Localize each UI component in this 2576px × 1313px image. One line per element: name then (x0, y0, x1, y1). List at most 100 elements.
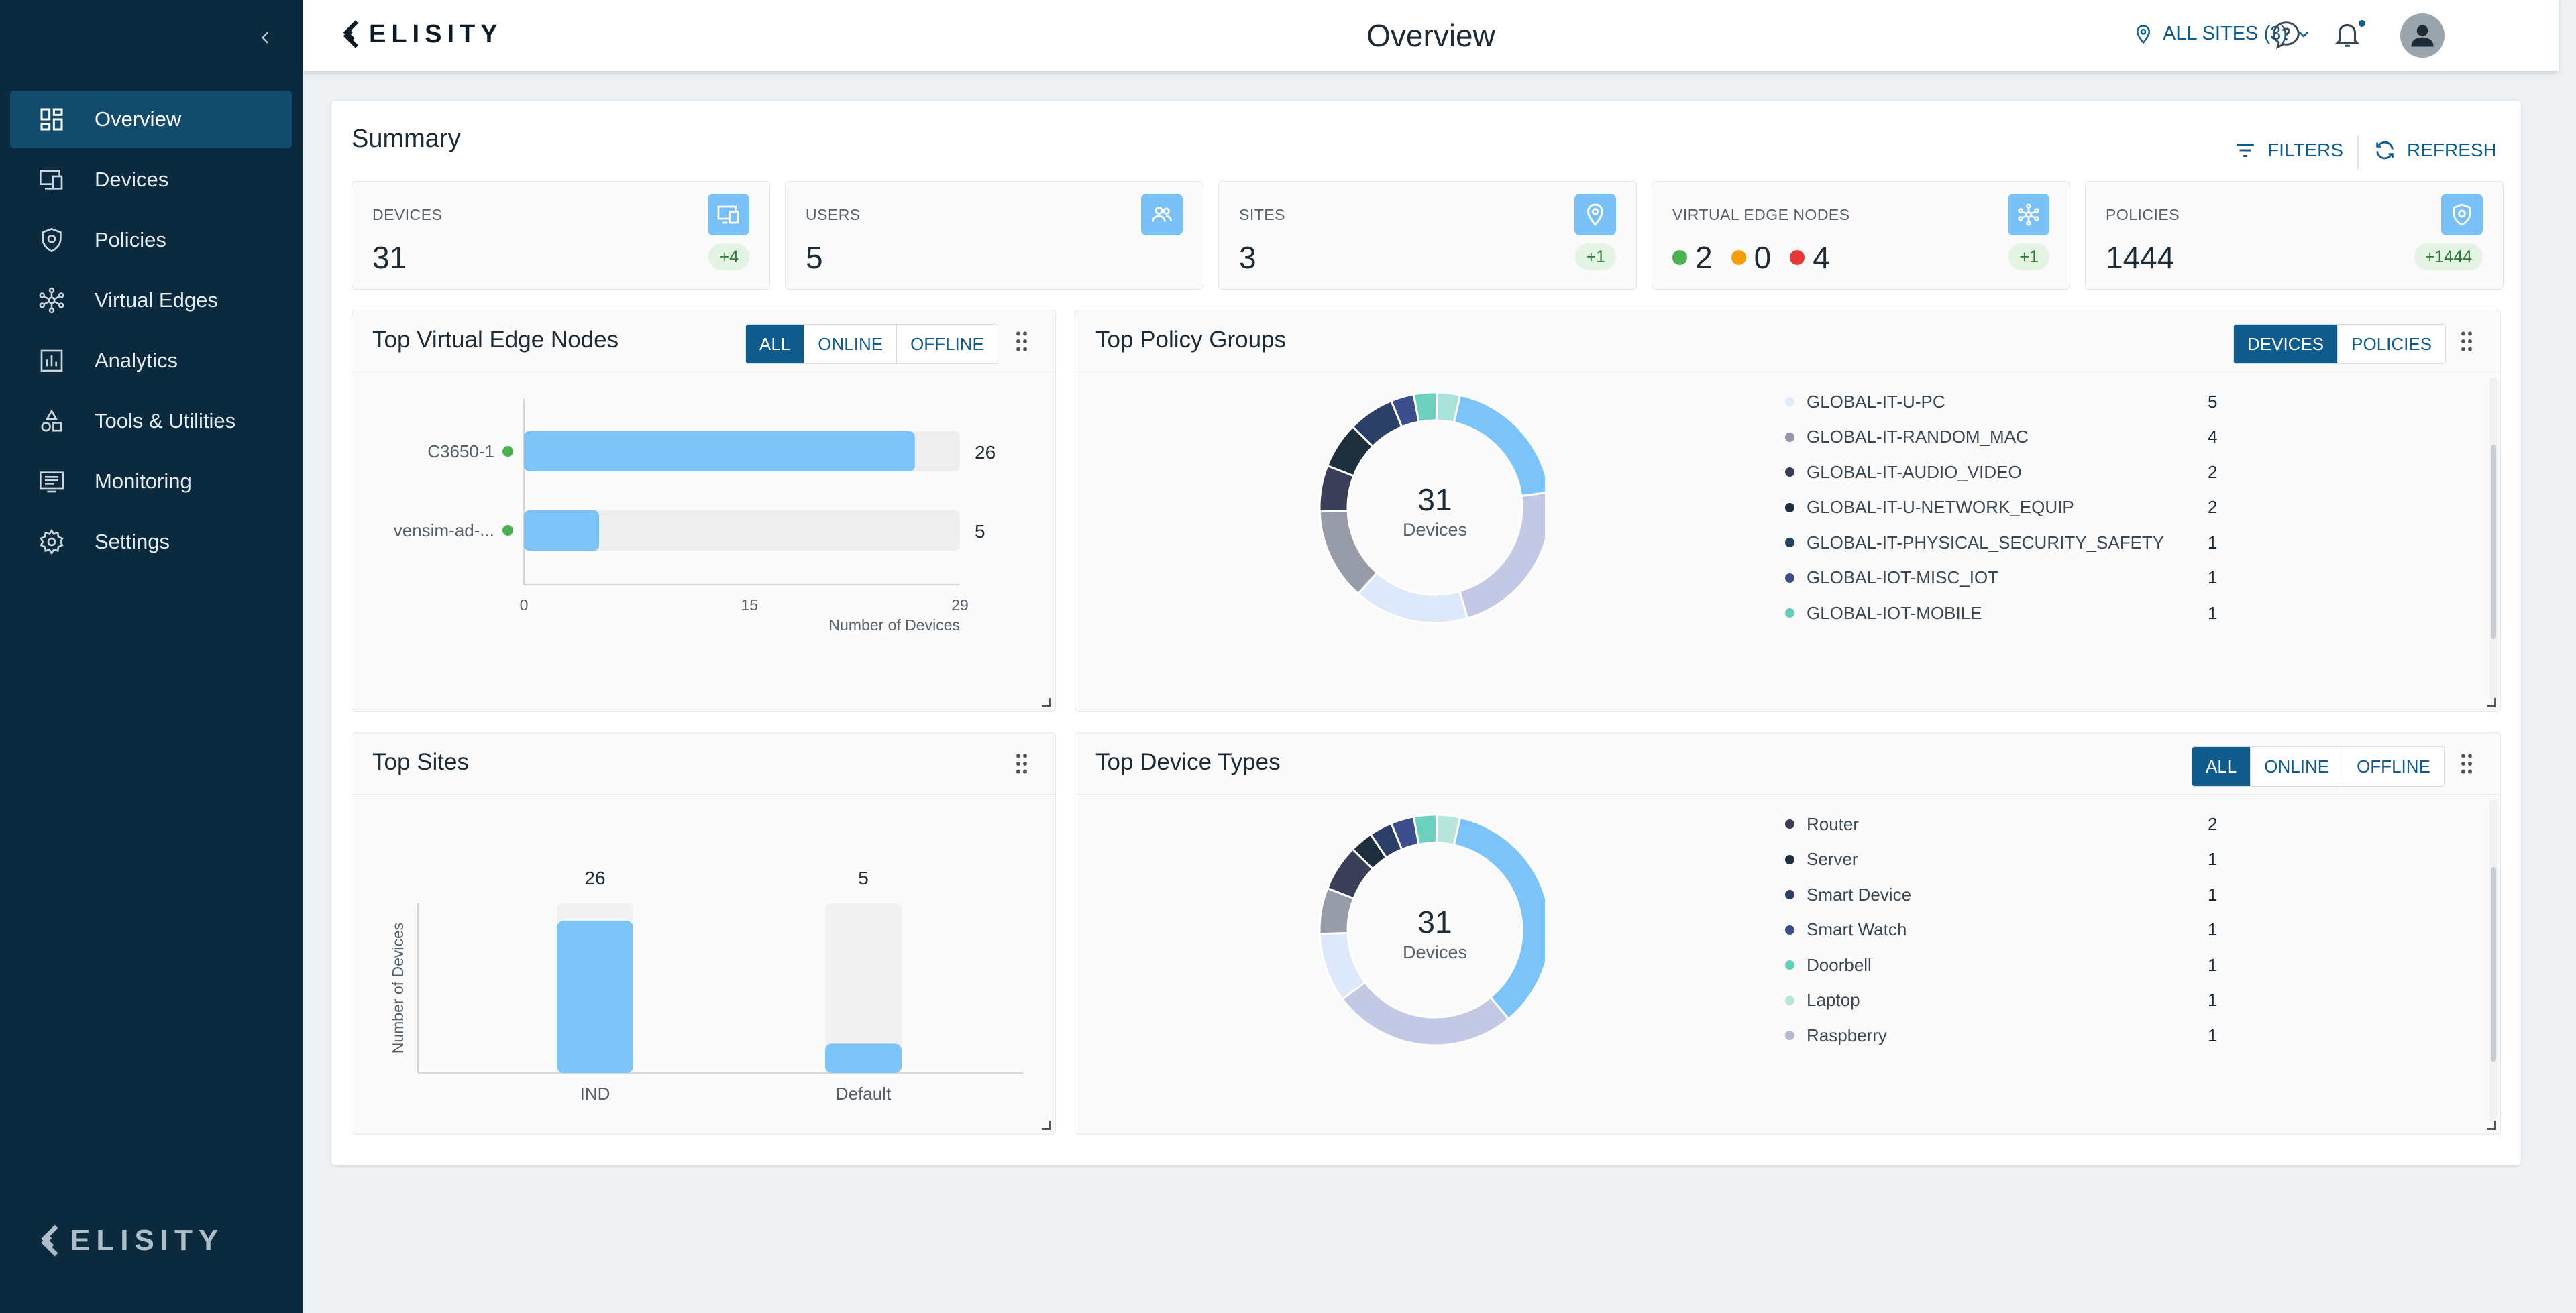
legend-item[interactable]: GLOBAL-IT-U-PC 5 (1785, 384, 2322, 419)
filter-devices[interactable]: DEVICES (2234, 325, 2338, 363)
legend-label: GLOBAL-IOT-MISC_IOT (1807, 567, 1999, 587)
legend-item[interactable]: Router 2 (1785, 807, 2322, 842)
bar-track (524, 510, 960, 551)
legend-label: Smart Device (1807, 884, 1912, 905)
legend-label: GLOBAL-IT-U-NETWORK_EQUIP (1807, 497, 2074, 517)
network-hub-icon (2008, 194, 2049, 235)
donut-slice (1412, 391, 1438, 423)
bar-chart-icon (37, 346, 66, 376)
legend-item[interactable]: GLOBAL-IT-PHYSICAL_SECURITY_SAFETY 1 (1785, 525, 2322, 560)
legend-item[interactable]: GLOBAL-IOT-MISC_IOT 1 (1785, 561, 2322, 595)
page-title: Overview (1366, 18, 1495, 53)
bar (524, 431, 915, 471)
sidebar-item-label: Monitoring (95, 469, 192, 493)
policy-groups-donut: 31 Devices (1318, 391, 1545, 624)
stat-value: 1444 (2106, 240, 2175, 275)
sidebar-item-tools-utilities[interactable]: Tools & Utilities (10, 392, 292, 450)
filter-online[interactable]: ONLINE (804, 325, 897, 363)
collapse-sidebar-button[interactable] (256, 28, 275, 47)
stat-badge: +1 (1575, 243, 1616, 270)
filter-all[interactable]: ALL (746, 325, 804, 363)
online-dot (1672, 250, 1687, 265)
legend-color-dot (1785, 819, 1794, 829)
widget-title: Top Virtual Edge Nodes (372, 327, 619, 353)
filters-button[interactable]: FILTERS (2234, 137, 2343, 164)
sites-bar-chart: 26 IND 5 Default Number of Devices (389, 868, 1023, 1104)
notifications-bell-icon[interactable] (2332, 19, 2363, 50)
stat-card-devices[interactable]: DEVICES 31 +4 (352, 181, 770, 290)
legend-value: 1 (2208, 990, 2218, 1010)
drag-handle-icon[interactable] (1008, 328, 1035, 355)
widget-header: Top Device Types ALL ONLINE OFFLINE (1075, 733, 2500, 795)
filter-online[interactable]: ONLINE (2250, 747, 2343, 786)
sidebar-item-policies[interactable]: Policies (10, 211, 292, 269)
filter-offline[interactable]: OFFLINE (896, 325, 998, 363)
sidebar-item-analytics[interactable]: Analytics (10, 332, 292, 390)
widget-top-policy-groups: Top Policy Groups DEVICES POLICIES 31 Dev… (1075, 310, 2501, 712)
legend-label: GLOBAL-IT-U-PC (1807, 391, 1945, 412)
sidebar-item-settings[interactable]: Settings (10, 513, 292, 571)
dashboard-icon (37, 105, 66, 134)
sidebar-item-overview[interactable]: Overview (10, 91, 292, 148)
online-count: 2 (1695, 240, 1713, 275)
resize-handle[interactable] (1042, 1121, 1051, 1130)
drag-handle-icon[interactable] (2453, 328, 2480, 355)
warning-count: 0 (1754, 240, 1772, 275)
legend-item[interactable]: Server 1 (1785, 842, 2322, 877)
data-label: 5 (975, 521, 985, 542)
policy-groups-legend: GLOBAL-IT-U-PC 5 GLOBAL-IT-RANDOM_MAC 4 GLOB… (1785, 372, 2389, 654)
legend-label: GLOBAL-IT-AUDIO_VIDEO (1807, 461, 2022, 482)
legend-value: 4 (2208, 426, 2218, 447)
summary-title: Summary (352, 125, 461, 153)
legend-item[interactable]: GLOBAL-IT-AUDIO_VIDEO 2 (1785, 455, 2322, 490)
bar (524, 510, 600, 551)
sidebar-item-devices[interactable]: Devices (10, 151, 292, 209)
resize-handle[interactable] (2487, 698, 2496, 707)
device-types-legend: Router 2 Server 1 Smart Device 1 Smart Watch 1 D… (1785, 795, 2389, 1076)
legend-item[interactable]: Laptop 1 (1785, 983, 2322, 1018)
resize-handle[interactable] (2487, 1121, 2496, 1130)
legend-value: 5 (2208, 391, 2218, 412)
stat-card-sites[interactable]: SITES 3 +1 (1218, 181, 1637, 290)
stat-card-users[interactable]: USERS 5 (785, 181, 1203, 290)
legend-label: GLOBAL-IT-RANDOM_MAC (1807, 426, 2029, 447)
donut-center-label: Devices (1403, 942, 1467, 962)
filter-policies[interactable]: POLICIES (2337, 325, 2446, 363)
ven-filter-toggle: ALL ONLINE OFFLINE (745, 324, 998, 364)
legend-item[interactable]: GLOBAL-IOT-MOBILE 1 (1785, 595, 2322, 630)
chevron-down-icon (2299, 31, 2308, 38)
bar (557, 921, 633, 1073)
resize-handle[interactable] (1042, 698, 1051, 707)
legend-color-dot (1785, 1031, 1794, 1040)
bar-track (825, 903, 902, 1073)
site-selector[interactable]: ALL SITES (3) (2133, 23, 2312, 45)
widget-top-device-types: Top Device Types ALL ONLINE OFFLINE 31 De… (1075, 732, 2501, 1135)
legend-item[interactable]: GLOBAL-IT-U-NETWORK_EQUIP 2 (1785, 490, 2322, 525)
sidebar-item-virtual-edges[interactable]: Virtual Edges (10, 272, 292, 329)
filter-offline[interactable]: OFFLINE (2343, 747, 2444, 786)
header-logo[interactable]: ELISITY (341, 19, 503, 50)
filter-all[interactable]: ALL (2192, 747, 2251, 786)
legend-item[interactable]: Doorbell 1 (1785, 948, 2322, 982)
avatar[interactable] (2400, 13, 2445, 58)
scrollbar[interactable] (2491, 867, 2496, 1062)
legend-color-dot (1785, 925, 1794, 935)
stat-card-policies[interactable]: POLICIES 1444 +1444 (2085, 181, 2504, 290)
legend-item[interactable]: Raspberry 1 (1785, 1018, 2322, 1053)
legend-item[interactable]: GLOBAL-IT-RANDOM_MAC 4 (1785, 420, 2322, 455)
devices-icon (708, 194, 749, 235)
scrollbar[interactable] (2491, 445, 2496, 639)
help-icon[interactable] (2271, 20, 2301, 50)
legend-item[interactable]: Smart Watch 1 (1785, 913, 2322, 948)
sidebar-item-monitoring[interactable]: Monitoring (10, 453, 292, 510)
legend-value: 1 (2208, 884, 2218, 905)
donut-slice (1412, 813, 1438, 846)
legend-item[interactable]: Smart Device 1 (1785, 877, 2322, 912)
drag-handle-icon[interactable] (2453, 750, 2480, 777)
refresh-button[interactable]: REFRESH (2373, 137, 2497, 164)
legend-color-dot (1785, 502, 1794, 512)
sidebar-item-label: Tools & Utilities (95, 409, 236, 433)
category-label: IND (580, 1084, 610, 1104)
stat-card-virtual-edge-nodes[interactable]: VIRTUAL EDGE NODES 2 0 4 +1 (1652, 181, 2070, 290)
drag-handle-icon[interactable] (1008, 750, 1035, 777)
